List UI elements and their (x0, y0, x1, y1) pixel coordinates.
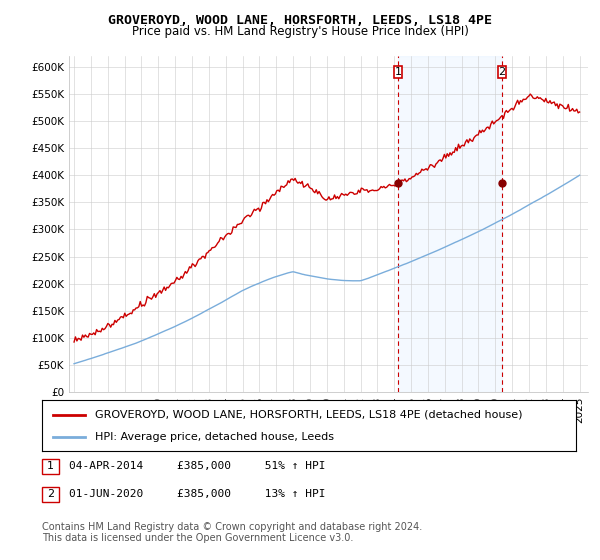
Text: GROVEROYD, WOOD LANE, HORSFORTH, LEEDS, LS18 4PE: GROVEROYD, WOOD LANE, HORSFORTH, LEEDS, … (108, 14, 492, 27)
Text: 1: 1 (47, 461, 54, 472)
Text: 2: 2 (47, 489, 54, 500)
Text: Price paid vs. HM Land Registry's House Price Index (HPI): Price paid vs. HM Land Registry's House … (131, 25, 469, 38)
Text: 01-JUN-2020     £385,000     13% ↑ HPI: 01-JUN-2020 £385,000 13% ↑ HPI (69, 489, 325, 500)
Text: GROVEROYD, WOOD LANE, HORSFORTH, LEEDS, LS18 4PE (detached house): GROVEROYD, WOOD LANE, HORSFORTH, LEEDS, … (95, 409, 523, 419)
Text: 2: 2 (499, 67, 506, 77)
Text: 1: 1 (394, 67, 401, 77)
Text: Contains HM Land Registry data © Crown copyright and database right 2024.: Contains HM Land Registry data © Crown c… (42, 522, 422, 532)
Text: HPI: Average price, detached house, Leeds: HPI: Average price, detached house, Leed… (95, 432, 334, 442)
FancyBboxPatch shape (499, 66, 506, 78)
Bar (398, 56, 502, 392)
FancyBboxPatch shape (394, 66, 402, 78)
Text: 04-APR-2014     £385,000     51% ↑ HPI: 04-APR-2014 £385,000 51% ↑ HPI (69, 461, 325, 472)
Text: This data is licensed under the Open Government Licence v3.0.: This data is licensed under the Open Gov… (42, 533, 353, 543)
